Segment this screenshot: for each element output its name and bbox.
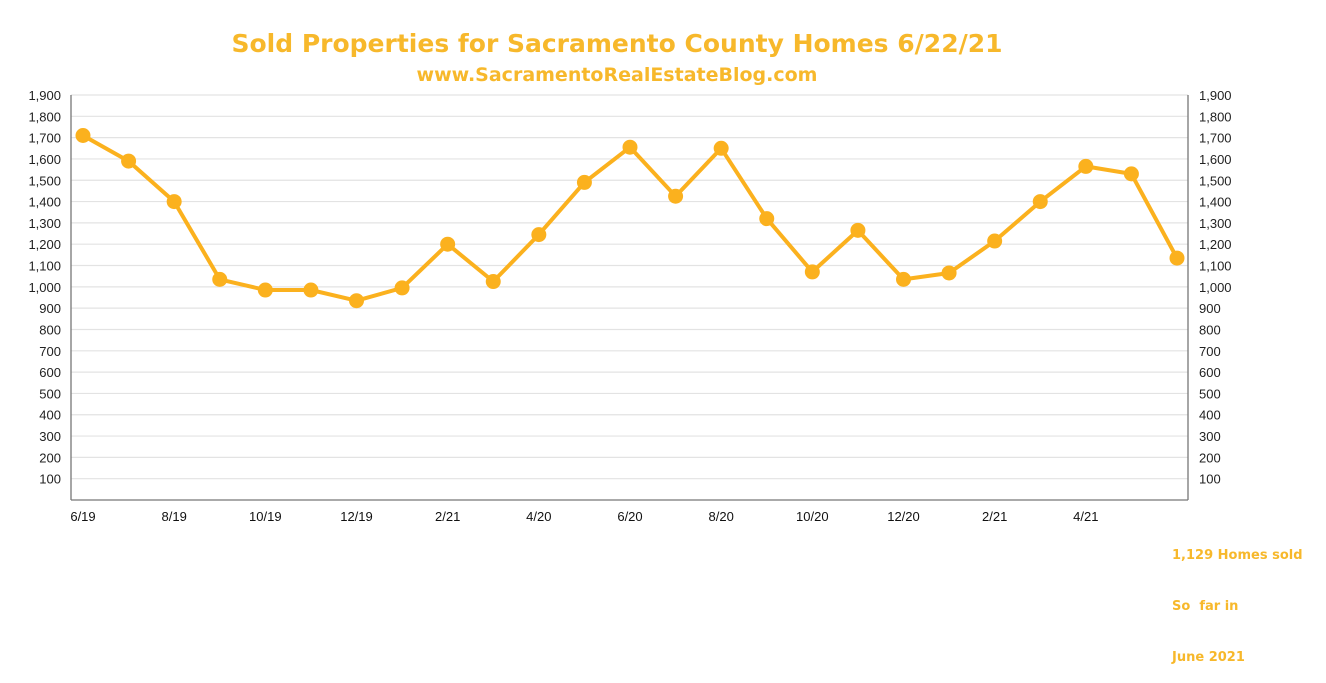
annotation-june-2021: 1,129 Homes sold So far in June 2021 [1172,513,1303,683]
data-point-4-20 [531,227,547,243]
y-tick-left-1700: 1,700 [28,131,61,146]
data-point-2-20 [440,236,456,252]
x-tick-8: 2/21 [435,509,460,524]
grid-lines [71,94,1188,480]
x-tick-4: 10/19 [249,509,282,524]
x-tick-6: 12/19 [340,509,373,524]
data-point-7-19 [121,153,137,169]
data-point-5-21 [1123,166,1139,182]
y-tick-right-400: 400 [1199,408,1221,423]
data-point-8-19 [166,194,182,210]
x-tick-12: 6/20 [617,509,642,524]
y-tick-right-1900: 1,900 [1199,88,1232,103]
y-tick-left-100: 100 [39,472,61,487]
data-point-11-20 [850,222,866,238]
y-tick-right-1100: 1,100 [1199,259,1232,274]
y-tick-left-1900: 1,900 [28,88,61,103]
y-tick-right-1300: 1,300 [1199,216,1232,231]
annotation-line-2: So far in [1172,599,1239,614]
x-tick-22: 4/21 [1073,509,1098,524]
data-point-3-20 [485,274,501,290]
y-tick-left-700: 700 [39,344,61,359]
y-tick-left-400: 400 [39,408,61,423]
y-tick-right-800: 800 [1199,322,1221,337]
y-tick-left-1100: 1,100 [28,259,61,274]
y-tick-left-1500: 1,500 [28,173,61,188]
y-tick-right-1800: 1,800 [1199,109,1232,124]
y-tick-right-1600: 1,600 [1199,152,1232,167]
y-tick-left-800: 800 [39,322,61,337]
y-tick-left-600: 600 [39,365,61,380]
y-tick-right-500: 500 [1199,386,1221,401]
data-point-6-19 [75,128,91,143]
data-point-1-20 [394,280,410,296]
y-axis-right-ticks: 100 200 300 400 500 600 700 800 900 1,000 1,100 1,2… [1199,88,1232,487]
data-point-6-21 [1169,250,1185,266]
y-tick-right-200: 200 [1199,450,1221,465]
y-tick-left-200: 200 [39,450,61,465]
line-chart: Sold Properties for Sacramento County Ho… [28,29,1232,524]
y-tick-left-1200: 1,200 [28,237,61,252]
data-point-12-19 [349,293,364,309]
y-tick-right-600: 600 [1199,365,1221,380]
data-point-8-20 [713,140,729,156]
x-tick-18: 12/20 [887,509,920,524]
data-point-6-20 [622,139,638,155]
y-tick-right-700: 700 [1199,344,1221,359]
series-line-0 [81,133,1179,303]
x-axis-ticks: 6/19 8/19 10/19 12/19 2/21 4/20 6/20 8/20 10/20 1… [70,509,1098,524]
y-tick-right-1500: 1,500 [1199,173,1232,188]
y-tick-left-500: 500 [39,386,61,401]
y-tick-right-900: 900 [1199,301,1221,316]
x-tick-16: 10/20 [796,509,829,524]
y-axis-left-ticks: 100 200 300 400 500 600 700 800 900 1,000 1,100 1,2… [28,88,61,487]
annotation-line-1: 1,129 Homes sold [1172,548,1303,563]
data-point-3-21 [1032,194,1048,210]
y-tick-left-1000: 1,000 [28,280,61,295]
series-homes-sold [75,128,1185,309]
data-point-11-19 [303,282,319,298]
axes [70,95,1189,501]
data-point-10-19 [257,282,273,298]
y-tick-left-300: 300 [39,429,61,444]
y-tick-right-1000: 1,000 [1199,280,1232,295]
data-point-9-19 [212,271,228,287]
y-tick-left-1400: 1,400 [28,195,61,210]
annotation-line-3: June 2021 [1172,650,1245,665]
x-tick-14: 8/20 [709,509,734,524]
data-point-9-20 [759,211,775,227]
y-tick-left-1300: 1,300 [28,216,61,231]
y-tick-left-1800: 1,800 [28,109,61,124]
y-tick-right-1200: 1,200 [1199,237,1232,252]
y-tick-right-1700: 1,700 [1199,131,1232,146]
data-point-12-20 [896,271,911,287]
y-tick-right-300: 300 [1199,429,1221,444]
data-point-2-21 [987,233,1003,249]
x-tick-20: 2/21 [982,509,1007,524]
data-point-1-21 [941,265,957,281]
x-tick-0: 6/19 [70,509,95,524]
data-point-10-20 [804,264,820,280]
x-tick-2: 8/19 [162,509,187,524]
y-tick-right-1400: 1,400 [1199,195,1232,210]
chart-subtitle: www.SacramentoRealEstateBlog.com [417,64,818,86]
data-point-7-20 [668,188,684,204]
data-point-5-20 [576,174,592,190]
chart-title: Sold Properties for Sacramento County Ho… [231,29,1002,58]
y-tick-left-900: 900 [39,301,61,316]
data-point-4-21 [1078,158,1094,174]
y-tick-right-100: 100 [1199,472,1221,487]
x-tick-10: 4/20 [526,509,551,524]
y-tick-left-1600: 1,600 [28,152,61,167]
